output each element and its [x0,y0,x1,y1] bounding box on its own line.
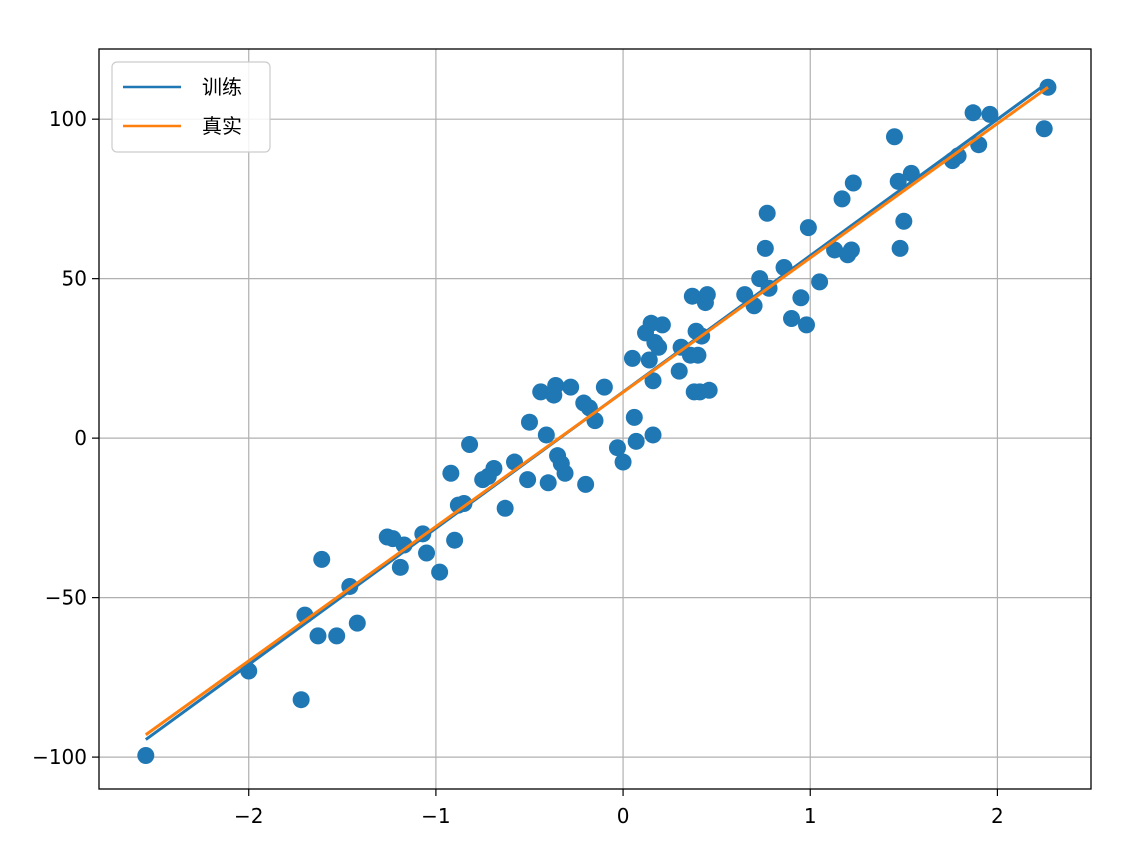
plot-frame [98,48,1092,790]
scatter-point [826,241,844,259]
scatter-point [520,413,538,431]
true-line [144,86,1049,736]
scatter-point [964,104,982,122]
y-tick-label: 0 [74,426,87,450]
scatter-point [700,381,718,399]
scatter-point [496,499,514,517]
scatter-point [485,459,503,477]
grid-lines [99,49,1091,789]
scatter-point [292,691,310,709]
legend: 训练 真实 [111,61,271,153]
scatter-point [653,316,671,334]
legend-box [111,61,271,153]
scatter-point [689,346,707,364]
legend-label-true: 真实 [202,114,242,138]
scatter-point [683,287,701,305]
scatter-point [532,383,550,401]
scatter-point [537,426,555,444]
scatter-point [623,349,641,367]
scatter-point [650,338,668,356]
scatter-point [614,453,632,471]
scatter-point [625,408,643,426]
y-axis-ticks: −100 −50 0 50 100 [32,107,99,769]
scatter-point [608,439,626,457]
scatter-point [792,289,810,307]
x-tick-label: −2 [234,804,263,828]
scatter-point [556,464,574,482]
fit-lines [144,81,1049,741]
scatter-point [833,190,851,208]
scatter-point [799,219,817,237]
x-tick-label: −1 [421,804,450,828]
scatter-point [328,627,346,645]
scatter-point [844,174,862,192]
scatter-point [758,204,776,222]
scatter-point [798,316,816,334]
x-tick-label: 0 [617,804,630,828]
scatter-point [895,212,913,230]
scatter-point [783,310,801,328]
legend-label-train: 训练 [202,75,242,99]
y-tick-label: 50 [62,267,87,291]
x-tick-label: 2 [991,804,1004,828]
scatter-point [981,105,999,123]
scatter-point [418,544,436,562]
scatter-point [391,558,409,576]
scatter-point [547,377,565,395]
scatter-point [446,531,464,549]
scatter-point [313,550,331,568]
scatter-point [562,378,580,396]
scatter-point [461,436,479,454]
scatter-point [891,239,909,257]
scatter-point [889,172,907,190]
scatter-point [309,627,327,645]
x-tick-label: 1 [804,804,817,828]
scatter-point [442,464,460,482]
x-axis-ticks: −2 −1 0 1 2 [234,789,1004,828]
scatter-point [627,432,645,450]
scatter-point [519,471,537,489]
scatter-point [137,747,155,765]
scatter-point [348,614,366,632]
scatter-point [1035,120,1053,138]
y-tick-label: −50 [45,586,87,610]
scatter-point [595,378,613,396]
scatter-point [670,362,688,380]
scatter-point [885,128,903,146]
scatter-point [698,286,716,304]
scatter-point [644,426,662,444]
scatter-point [640,351,658,369]
y-tick-label: −100 [32,745,87,769]
scatter-point [431,563,449,581]
scatter-point [539,474,557,492]
scatter-point [842,241,860,259]
scatter-point [586,412,604,430]
y-tick-label: 100 [49,107,87,131]
scatter-point [644,372,662,390]
scatter-point [811,273,829,291]
scatter-point [756,239,774,257]
scatter-point [577,475,595,493]
